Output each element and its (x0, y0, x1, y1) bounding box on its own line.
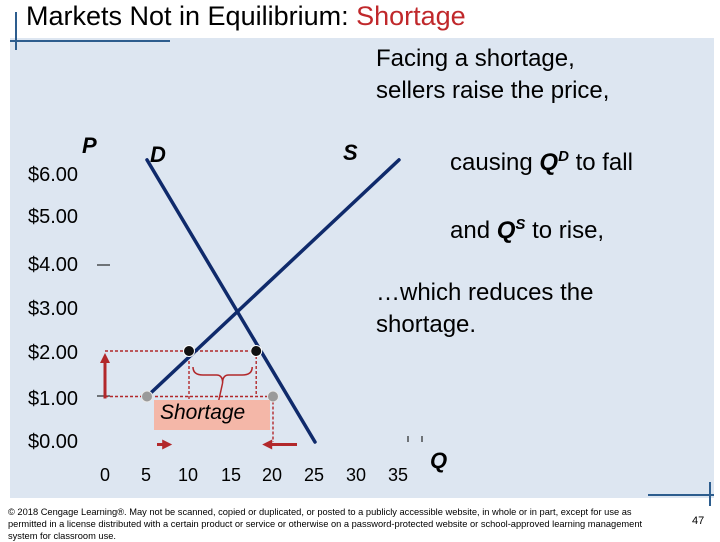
x-tick-label: 30 (345, 465, 367, 485)
x-tick-label: 25 (303, 465, 325, 485)
note-reduces-2: shortage. (376, 311, 477, 338)
y-tick-label: $1.00 (28, 388, 79, 410)
note-and-prefix: and (450, 217, 497, 244)
decor-rule-bottom-vertical (709, 482, 711, 506)
y-tick-label: $5.00 (28, 206, 79, 228)
supply-curve (145, 158, 401, 399)
note-causing-q: Q (539, 149, 559, 176)
shortage-brace (192, 366, 253, 384)
page-number: 47 (692, 515, 705, 527)
x-tick-label: 35 (387, 465, 409, 485)
y-tick-label: $6.00 (28, 164, 79, 186)
y-tick-label: $3.00 (28, 298, 79, 320)
decor-rule-bottom-horizontal (648, 494, 714, 496)
x-tick-label: 5 (140, 465, 151, 485)
slide-title: Markets Not in Equilibrium: Shortage (26, 1, 466, 32)
demand-decrease-arrow-head (262, 439, 273, 450)
note-causing-suffix: to fall (568, 149, 633, 176)
x-tick-label: 15 (220, 465, 242, 485)
x-tick-label: 20 (261, 465, 283, 485)
decor-rule-vertical (15, 12, 17, 50)
note-line-1: Facing a shortage, (376, 45, 575, 72)
initial-quantity-demanded-point (267, 390, 279, 403)
note-and-sup: S (515, 216, 526, 233)
title-main: Markets Not in Equilibrium: (26, 1, 357, 31)
y-tick-label: $2.00 (28, 342, 79, 364)
copyright-footer: © 2018 Cengage Learning®. May not be sca… (8, 507, 643, 541)
title-highlight: Shortage (356, 1, 466, 31)
x-axis-label: Q (430, 448, 448, 473)
shortage-brace-pointer (217, 382, 224, 402)
new-quantity-demanded-point (250, 345, 263, 357)
price-rise-arrow-head (100, 353, 110, 363)
shortage-label-box (154, 400, 270, 430)
note-and-suffix: to rise, (525, 217, 605, 244)
note-causing: causing QD to fall (450, 142, 633, 178)
x-tick-label: 0 (99, 465, 110, 485)
x-tick-label: 10 (177, 465, 199, 485)
initial-quantity-supplied-point (141, 390, 153, 403)
note-and-q: Q (496, 217, 516, 244)
note-causing-sup: D (558, 148, 569, 165)
shortage-label: Shortage (160, 401, 246, 424)
note-causing-prefix: causing (450, 149, 540, 176)
y-tick-label: $0.00 (28, 431, 79, 453)
decor-rule-horizontal (10, 40, 170, 42)
supply-label: S (343, 140, 358, 165)
y-axis-label: P (82, 133, 97, 158)
supply-increase-arrow-head (162, 439, 173, 450)
content-panel (10, 38, 714, 498)
note-line-2: sellers raise the price, (376, 77, 610, 104)
demand-label: D (150, 142, 166, 167)
note-and: and QS to rise, (450, 210, 604, 246)
y-tick-label: $4.00 (28, 254, 79, 276)
note-reduces-1: …which reduces the (376, 279, 594, 306)
new-quantity-supplied-point (183, 345, 195, 357)
demand-curve (145, 158, 317, 444)
